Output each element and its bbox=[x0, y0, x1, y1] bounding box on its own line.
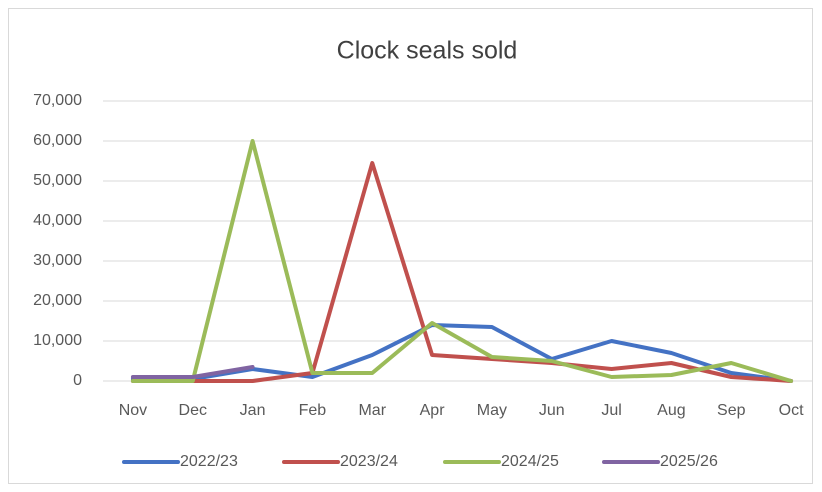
y-tick-label: 20,000 bbox=[33, 292, 82, 309]
series-line bbox=[130, 365, 255, 379]
y-tick-label: 70,000 bbox=[33, 92, 82, 109]
y-tick-label: 10,000 bbox=[33, 332, 82, 349]
x-tick-label: Oct bbox=[779, 402, 804, 419]
x-tick-label: Aug bbox=[657, 402, 685, 419]
y-tick-label: 60,000 bbox=[33, 132, 82, 149]
series-line bbox=[130, 139, 794, 383]
y-tick-label: 0 bbox=[73, 372, 82, 389]
x-tick-label: Mar bbox=[358, 402, 386, 419]
chart-frame bbox=[8, 8, 813, 484]
legend-label: 2022/23 bbox=[180, 453, 238, 470]
x-tick-label: Nov bbox=[119, 402, 147, 419]
x-tick-label: Jan bbox=[240, 402, 266, 419]
x-tick-label: May bbox=[477, 402, 507, 419]
x-tick-label: Apr bbox=[420, 402, 446, 419]
legend-label: 2023/24 bbox=[340, 453, 398, 470]
x-tick-label: Sep bbox=[717, 402, 746, 419]
y-tick-label: 30,000 bbox=[33, 252, 82, 269]
x-tick-label: Jul bbox=[601, 402, 621, 419]
y-tick-label: 40,000 bbox=[33, 212, 82, 229]
chart-title: Clock seals sold bbox=[337, 37, 518, 65]
x-tick-label: Feb bbox=[299, 402, 327, 419]
x-tick-label: Dec bbox=[179, 402, 207, 419]
y-tick-label: 50,000 bbox=[33, 172, 82, 189]
legend-label: 2025/26 bbox=[660, 453, 718, 470]
x-tick-label: Jun bbox=[539, 402, 565, 419]
series-line bbox=[130, 161, 794, 383]
legend-label: 2024/25 bbox=[501, 453, 559, 470]
